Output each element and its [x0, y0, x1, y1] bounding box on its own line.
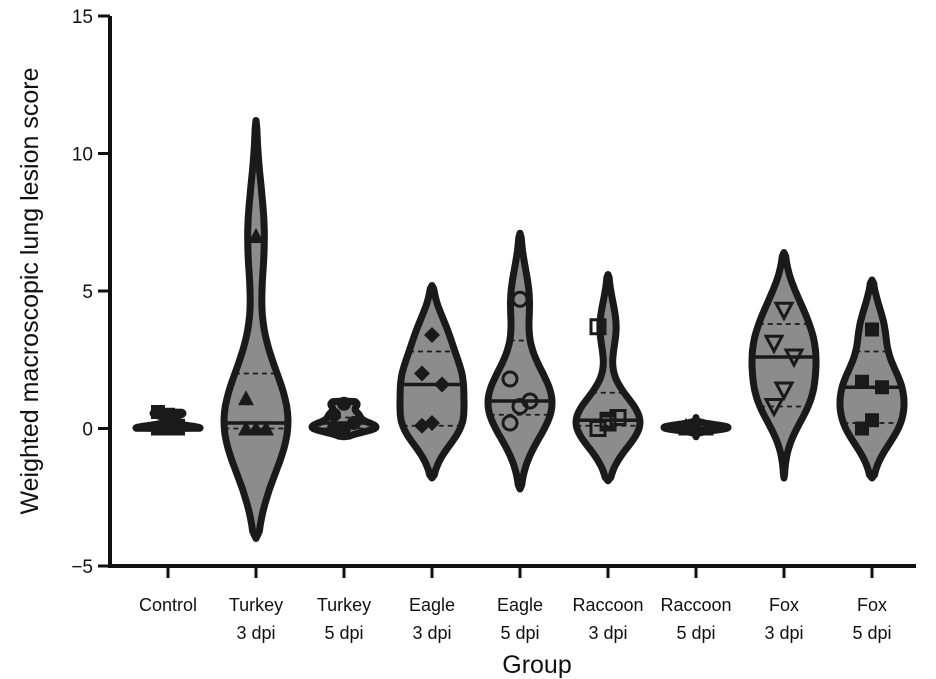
x-tick-label: Turkey — [229, 595, 283, 615]
y-tick-label: 15 — [72, 7, 93, 28]
violin-6 — [572, 271, 644, 485]
x-tick-label: Fox — [857, 595, 887, 615]
x-tick-label: Eagle — [497, 595, 543, 615]
data-point — [773, 381, 795, 402]
x-tick-label-line2: 5 dpi — [676, 623, 715, 643]
data-point — [599, 411, 617, 429]
data-point — [609, 409, 627, 426]
violin-5 — [484, 229, 556, 493]
x-tick-label: Raccoon — [660, 595, 731, 615]
violin-2 — [220, 117, 292, 542]
x-tick-label-line2: 3 dpi — [236, 623, 275, 643]
data-point — [688, 417, 704, 433]
data-point — [327, 421, 341, 436]
violin-4 — [396, 282, 468, 482]
data-point — [248, 228, 264, 243]
data-point — [424, 327, 440, 343]
x-ticks: Control Turkey 3 dpi Turkey 5 dpi Eagle 3 dpi E… — [139, 566, 892, 643]
data-point — [171, 421, 185, 436]
data-point — [161, 407, 175, 422]
data-point — [414, 365, 430, 382]
data-point — [521, 392, 539, 410]
y-tick-label: 5 — [82, 282, 93, 303]
data-point — [589, 318, 607, 336]
x-tick-label-line2: 5 dpi — [852, 623, 891, 643]
data-point — [501, 414, 519, 432]
data-point — [511, 290, 529, 308]
data-point — [875, 380, 889, 395]
x-tick-label-line2: 3 dpi — [588, 623, 627, 643]
x-tick-label-line2: 3 dpi — [412, 623, 451, 643]
data-point — [763, 334, 785, 355]
y-ticks: −5 0 5 10 15 — [71, 7, 110, 578]
x-tick-label: Raccoon — [572, 595, 643, 615]
y-tick-label: −5 — [71, 557, 93, 578]
data-point — [238, 390, 254, 406]
data-point — [865, 322, 879, 337]
x-tick-label: Turkey — [317, 595, 371, 615]
points-layer — [151, 228, 889, 437]
violin-8 — [748, 249, 820, 482]
data-point — [773, 301, 795, 322]
data-point — [327, 407, 341, 422]
y-axis-title: Weighted macroscopic lung lesion score — [16, 68, 44, 515]
data-point — [865, 413, 879, 428]
data-point — [337, 396, 351, 411]
x-tick-label-line2: 5 dpi — [500, 623, 539, 643]
x-tick-label-line2: 3 dpi — [764, 623, 803, 643]
y-tick-label: 10 — [72, 145, 93, 166]
x-axis-title: Group — [502, 651, 571, 679]
y-tick-label: 0 — [82, 420, 93, 441]
x-tick-label: Fox — [769, 595, 799, 615]
data-point — [501, 370, 519, 388]
x-tick-label: Control — [139, 595, 197, 615]
data-point — [434, 376, 450, 393]
violins-layer — [132, 117, 908, 542]
x-tick-label: Eagle — [409, 595, 455, 615]
data-point — [763, 398, 785, 418]
data-point — [258, 420, 274, 436]
data-point — [855, 374, 869, 389]
data-point — [424, 415, 440, 431]
x-tick-label-line2: 5 dpi — [324, 623, 363, 643]
violin-9 — [836, 276, 908, 482]
data-point — [347, 416, 361, 430]
data-point — [783, 348, 805, 369]
